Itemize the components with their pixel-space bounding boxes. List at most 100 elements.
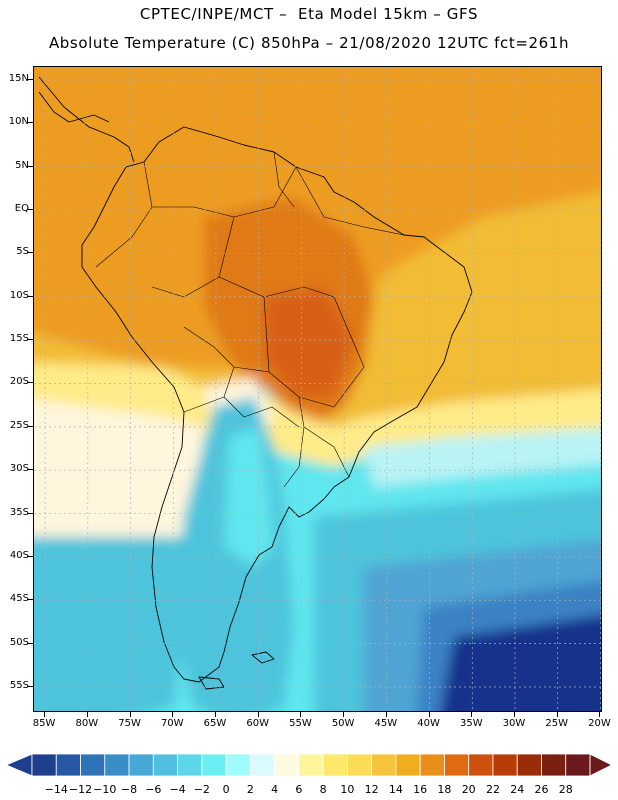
colorbar-label: 26: [534, 783, 549, 796]
latitude-tick: [27, 79, 33, 80]
longitude-tick: [86, 712, 88, 717]
longitude-tick: [471, 712, 473, 717]
temperature-shading: [34, 67, 601, 711]
colorbar-label: −12: [68, 783, 93, 796]
longitude-label: 40W: [417, 718, 440, 729]
field-andes-cyan: [224, 427, 274, 567]
colorbar-label: −14: [44, 783, 68, 796]
colorbar-swatch: [346, 753, 373, 777]
longitude-tick: [428, 712, 430, 717]
longitude-tick: [44, 712, 46, 717]
colorbar-swatch: [104, 753, 130, 777]
longitude-label: 30W: [502, 718, 526, 729]
longitude-tick: [514, 712, 515, 717]
latitude-tick: [27, 425, 33, 427]
colorbar-swatch: [31, 753, 57, 777]
field-west-cream: [34, 399, 204, 537]
colorbar-swatch: [371, 753, 397, 777]
colorbar-swatch: [249, 753, 276, 777]
longitude-tick: [214, 712, 216, 717]
colorbar-swatch: [177, 753, 203, 777]
colorbar-swatch: [565, 753, 591, 777]
colorbar-label: 28: [558, 783, 573, 796]
colorbar-label: 6: [295, 783, 303, 796]
latitude-label: EQ: [14, 203, 29, 215]
colorbar-swatch: [322, 753, 348, 777]
longitude-tick: [129, 712, 131, 717]
latitude-label: 40S: [9, 549, 29, 561]
colorbar-swatch: [395, 753, 421, 777]
colorbar-swatch: [55, 753, 81, 777]
colorbar: [0, 748, 618, 788]
colorbar-swatch: [419, 753, 445, 777]
latitude-tick: [27, 122, 33, 124]
field-atlantic-gold: [364, 222, 601, 417]
colorbar-label: 22: [485, 783, 500, 796]
colorbar-label: 18: [437, 783, 452, 796]
longitude-label: 50W: [331, 718, 355, 729]
chart-subtitle: Absolute Temperature (C) 850hPa – 21/08/…: [48, 34, 570, 52]
chart-title: CPTEC/INPE/MCT – Eta Model 15km – GFS: [139, 5, 479, 23]
longitude-label: 75W: [118, 718, 141, 729]
colorbar-label: 8: [319, 783, 327, 796]
latitude-label: 45S: [9, 593, 29, 605]
colorbar-label: −2: [193, 783, 210, 796]
latitude-label: 30S: [9, 463, 29, 475]
longitude-label: 35W: [459, 718, 483, 729]
colorbar-label: 24: [510, 783, 525, 796]
colorbar-swatch: [225, 753, 251, 777]
field-pacific-cool: [34, 537, 194, 711]
longitude-label: 45W: [374, 718, 398, 729]
colorbar-swatch: [201, 753, 227, 777]
latitude-tick: [27, 165, 33, 167]
longitude-label: 80W: [75, 718, 99, 729]
colorbar-swatches: [4, 753, 614, 777]
latitude-label: 15N: [8, 73, 29, 84]
longitude-tick: [300, 712, 302, 717]
field-central-red-orange: [264, 287, 354, 397]
south-america-coastline: [81, 126, 473, 683]
colorbar-swatch: [468, 753, 494, 777]
colorbar-label: −8: [120, 783, 138, 796]
colorbar-label: 10: [340, 783, 355, 796]
colorbar-swatch: [80, 753, 106, 777]
latitude-tick: [27, 599, 33, 601]
longitude-tick: [385, 712, 387, 717]
colorbar-label: 20: [461, 783, 476, 796]
longitude-tick: [343, 712, 345, 717]
map-panel: [33, 66, 602, 712]
latitude-label: 15S: [9, 333, 29, 345]
colorbar-swatch: [516, 753, 542, 777]
latitude-label: 5N: [15, 159, 29, 171]
latitude-label: 50S: [9, 636, 29, 648]
longitude-label: 60W: [246, 718, 269, 729]
field-atlantic-pale-cyan: [364, 428, 601, 487]
colorbar-label: 0: [222, 783, 230, 796]
colorbar-label: −10: [93, 783, 117, 796]
colorbar-arrow-low: [4, 753, 33, 777]
colorbar-swatch: [128, 753, 154, 777]
longitude-tick: [599, 712, 601, 717]
colorbar-label: 12: [364, 783, 379, 796]
latitude-tick: [27, 555, 33, 557]
longitude-label: 65W: [203, 718, 227, 729]
colorbar-label: 4: [271, 783, 279, 796]
longitude-label: 70W: [160, 718, 184, 729]
colorbar-label: −6: [145, 783, 162, 796]
latitude-label: 35S: [9, 506, 29, 518]
latitude-tick: [27, 685, 33, 687]
latitude-tick: [27, 382, 33, 384]
central-america-coast-north: [38, 91, 110, 123]
latitude-tick: [27, 642, 33, 644]
colorbar-swatch: [541, 753, 567, 777]
colorbar-label: 16: [413, 783, 428, 796]
colorbar-swatch: [298, 753, 324, 777]
colorbar-label: 14: [388, 783, 403, 796]
latitude-label: 10S: [9, 289, 29, 301]
colorbar-swatch: [274, 753, 300, 777]
longitude-label: 25W: [545, 718, 569, 729]
colorbar-swatch: [152, 753, 178, 777]
latitude-tick: [27, 295, 33, 297]
latitude-tick: [27, 339, 33, 341]
colorbar-label: −4: [169, 783, 186, 796]
